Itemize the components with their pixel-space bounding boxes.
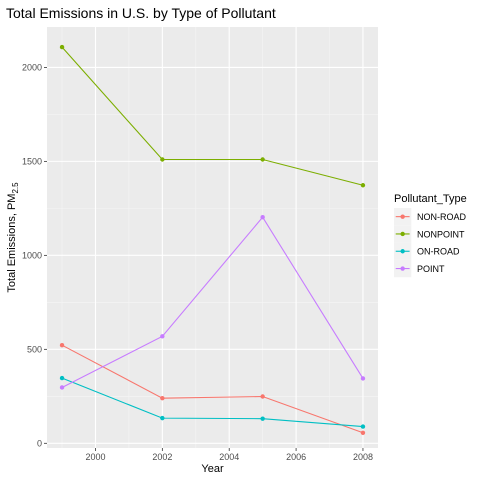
series-line-non-road — [61, 344, 364, 434]
data-point-nonpoint — [59, 44, 65, 50]
legend-label-point: POINT — [417, 264, 445, 274]
legend-key-point-non-road — [400, 214, 405, 219]
legend-label-on-road: ON-ROAD — [417, 247, 460, 257]
legend-items: NON-ROAD NONPOINT ON-ROAD POINT — [394, 208, 466, 278]
y-tick-label: 500 — [27, 344, 42, 354]
legend-label-non-road: NON-ROAD — [417, 212, 466, 222]
y-axis-title: Total Emissions, PM2.5 — [6, 182, 20, 293]
y-tick-label: 0 — [37, 438, 42, 448]
y-tick-label: 1000 — [22, 250, 42, 260]
series-line-on-road — [61, 377, 363, 428]
x-tick-label: 2008 — [353, 452, 373, 462]
data-point-nonpoint — [260, 157, 265, 162]
plot-panel — [47, 27, 378, 448]
x-axis-title: Year — [201, 463, 224, 475]
series-line-point — [61, 216, 364, 388]
data-point-point — [260, 215, 265, 220]
data-point-on-road — [260, 416, 265, 421]
x-tick-label: 2006 — [286, 452, 306, 462]
grid-major — [47, 27, 378, 448]
data-point-point — [59, 385, 65, 390]
x-tick-label: 2004 — [219, 452, 239, 462]
chart-title: Total Emissions in U.S. by Type of Pollu… — [6, 5, 276, 21]
data-point-point — [160, 334, 165, 339]
data-point-nonpoint — [360, 183, 366, 188]
legend-key-point-point — [400, 266, 405, 271]
data-point-nonpoint — [160, 157, 165, 162]
y-axis-title-subscript: 2.5 — [11, 182, 20, 194]
legend: Pollutant_Type NON-ROAD NONPOINT ON-ROAD PO… — [394, 193, 467, 278]
y-tick-label: 1500 — [22, 156, 42, 166]
data-point-non-road — [360, 430, 366, 435]
y-axis-ticks: 0 500 1000 1500 2000 — [22, 62, 47, 448]
x-tick-label: 2000 — [85, 452, 105, 462]
series-points — [59, 44, 366, 435]
y-axis-title-main: Total Emissions, PM — [6, 194, 18, 293]
legend-label-nonpoint: NONPOINT — [417, 229, 465, 239]
y-tick-label: 2000 — [22, 62, 42, 72]
legend-key-point-on-road — [400, 249, 405, 254]
grid-minor — [47, 27, 378, 448]
data-point-point — [360, 376, 366, 381]
series-line-nonpoint — [61, 46, 364, 186]
x-axis-ticks: 2000 2002 2004 2006 2008 — [85, 448, 373, 462]
data-point-non-road — [260, 394, 265, 399]
data-point-on-road — [160, 415, 165, 421]
series-lines — [61, 46, 364, 434]
data-point-non-road — [59, 342, 65, 348]
data-point-on-road — [360, 424, 366, 429]
legend-key-point-nonpoint — [400, 231, 405, 237]
x-tick-label: 2002 — [152, 452, 172, 462]
data-point-on-road — [59, 375, 65, 381]
data-point-non-road — [160, 395, 165, 401]
legend-title: Pollutant_Type — [394, 193, 467, 205]
